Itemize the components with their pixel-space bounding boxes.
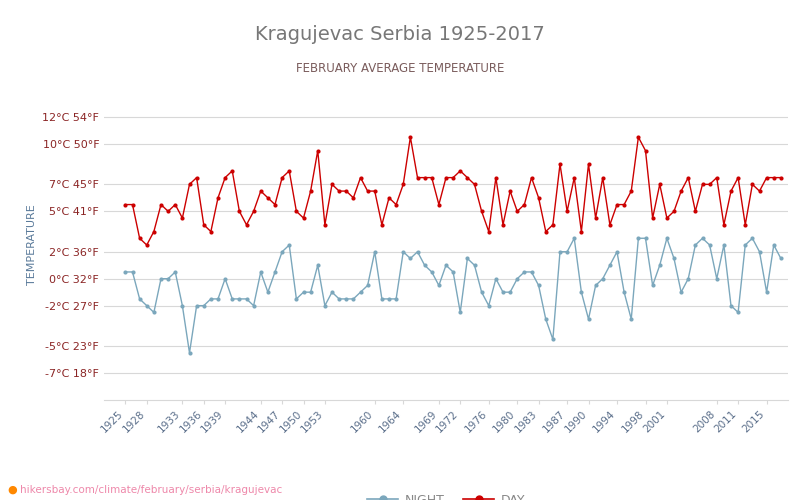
NIGHT — [234, 296, 244, 302]
Line: DAY: DAY — [123, 135, 783, 247]
Text: Kragujevac Serbia 1925-2017: Kragujevac Serbia 1925-2017 — [255, 25, 545, 44]
Text: ●: ● — [8, 485, 22, 495]
DAY — [591, 215, 601, 221]
DAY — [776, 174, 786, 180]
DAY — [121, 202, 130, 207]
DAY — [234, 208, 244, 214]
NIGHT — [263, 289, 273, 295]
DAY — [213, 195, 222, 201]
Text: FEBRUARY AVERAGE TEMPERATURE: FEBRUARY AVERAGE TEMPERATURE — [296, 62, 504, 76]
NIGHT — [185, 350, 194, 356]
DAY — [655, 182, 665, 188]
NIGHT — [121, 269, 130, 275]
DAY — [142, 242, 151, 248]
NIGHT — [776, 256, 786, 262]
NIGHT — [213, 296, 222, 302]
NIGHT — [570, 236, 579, 242]
NIGHT — [591, 282, 601, 288]
NIGHT — [455, 310, 465, 316]
Legend: NIGHT, DAY: NIGHT, DAY — [362, 488, 530, 500]
DAY — [406, 134, 415, 140]
DAY — [263, 195, 273, 201]
NIGHT — [655, 262, 665, 268]
Text: hikersbay.com/climate/february/serbia/kragujevac: hikersbay.com/climate/february/serbia/kr… — [20, 485, 282, 495]
DAY — [462, 174, 472, 180]
Line: NIGHT: NIGHT — [123, 236, 783, 355]
Y-axis label: TEMPERATURE: TEMPERATURE — [26, 204, 37, 286]
